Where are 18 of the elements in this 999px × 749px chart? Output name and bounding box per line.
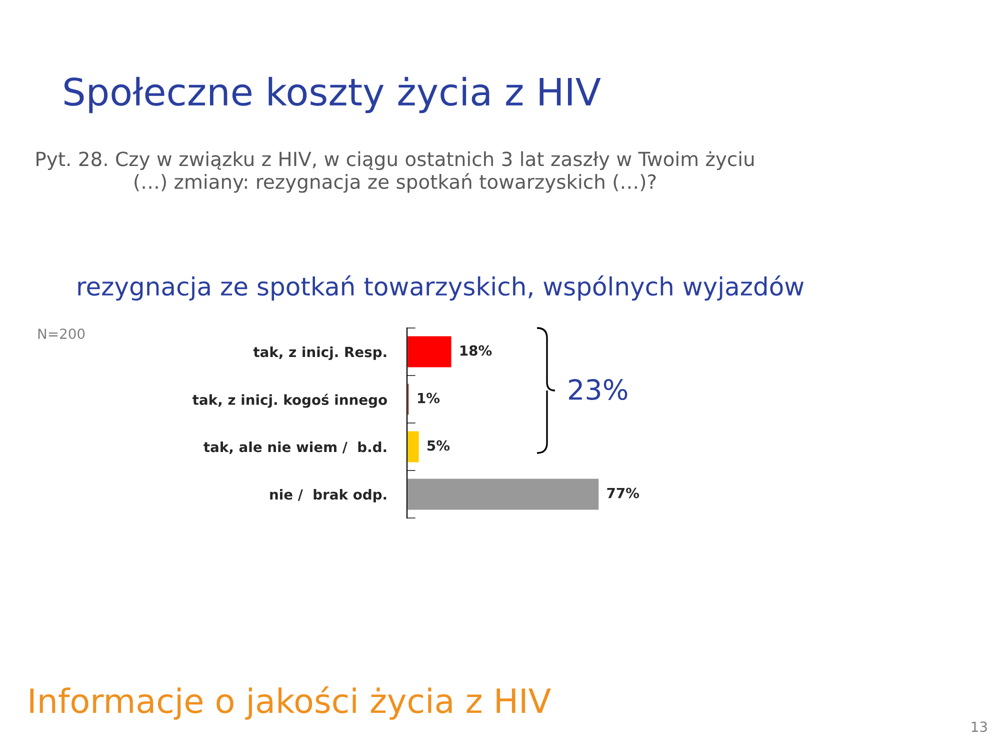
bar bbox=[407, 334, 453, 369]
bar bbox=[407, 477, 600, 512]
y-tick-label: tak, ale nie wiem / b.d. bbox=[204, 441, 386, 454]
data-label: 1% bbox=[418, 392, 440, 404]
text: Informacje o jakości życia z HIV bbox=[30, 686, 551, 720]
y-tick-label: tak, z inicj. Resp. bbox=[253, 346, 386, 360]
data-label: 18% bbox=[460, 345, 492, 356]
text: Pyt. 28. Czy w związku z HIV, w ciągu ostatnich 3 lat zaszły w Twoim życiu (…) zmiany: rezygnacja ze spotkań towarzyskich (…)? bbox=[36, 151, 754, 193]
y-tick-label: nie / brak odp. bbox=[270, 488, 386, 502]
chart-subtitle: rezygnacja ze spotkań towarzyskich, wspólnych wyjazdów bbox=[78, 275, 804, 301]
y-tick-label: tak, z inicj. kogoś innego bbox=[192, 394, 387, 408]
bar bbox=[407, 430, 420, 464]
annotation: 23% bbox=[569, 379, 628, 400]
chart-title: Społeczne koszty życia z HIV bbox=[64, 76, 601, 114]
text: N=200 bbox=[38, 328, 85, 340]
text: 13 bbox=[972, 722, 987, 732]
data-label: 5% bbox=[428, 440, 450, 451]
data-label: 77% bbox=[607, 488, 640, 498]
